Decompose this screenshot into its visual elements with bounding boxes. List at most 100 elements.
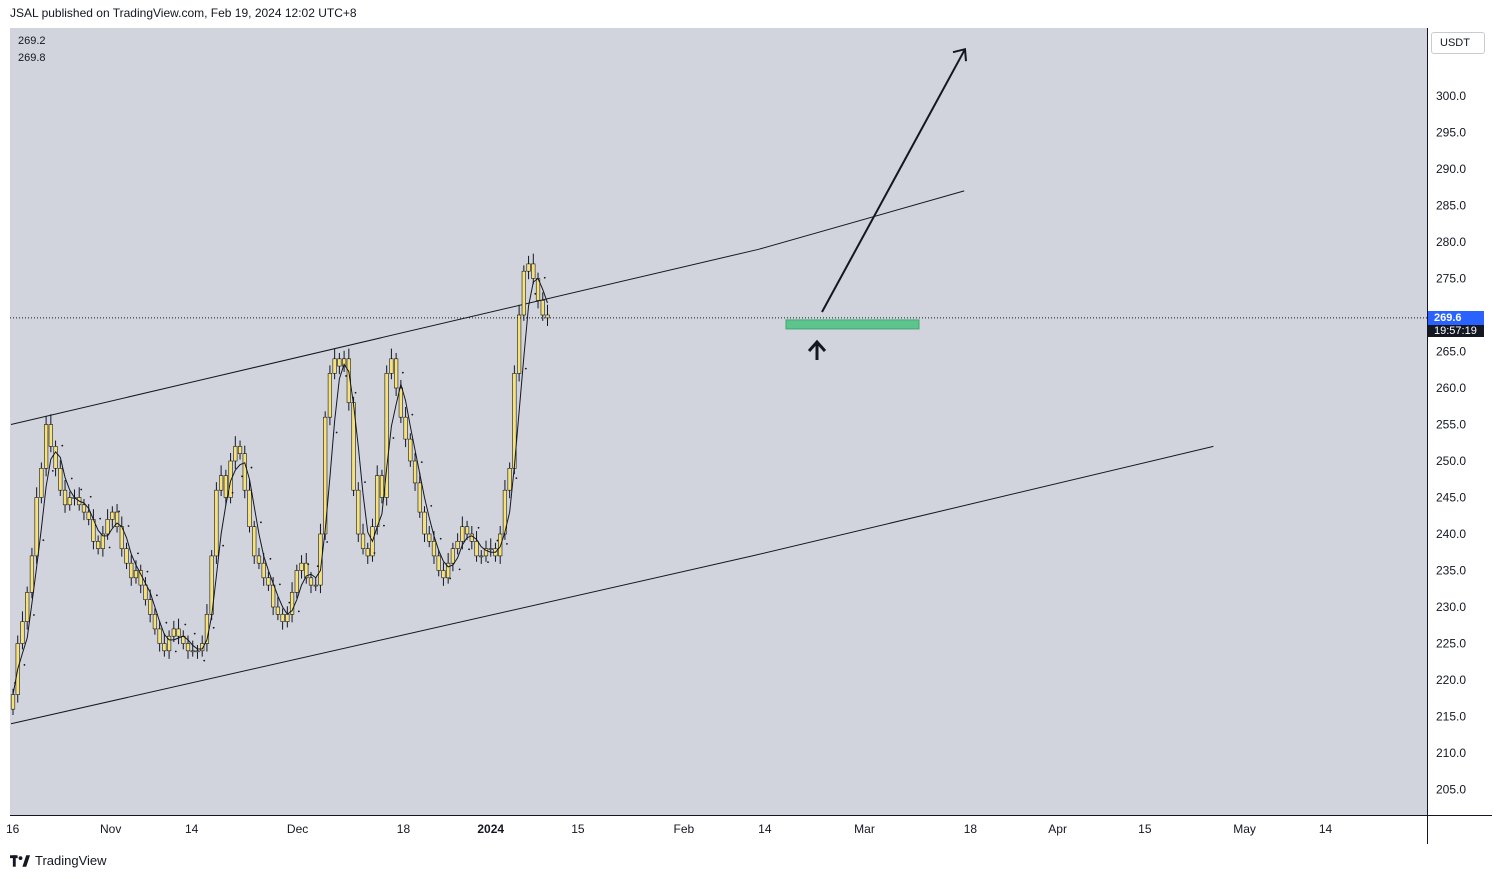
candle-body xyxy=(408,438,413,462)
indicator-dot xyxy=(297,610,300,613)
time-tick-label: 14 xyxy=(185,822,199,836)
indicator-dot xyxy=(430,504,433,507)
candle-body xyxy=(86,511,91,520)
candle-body xyxy=(148,599,153,615)
currency-button[interactable]: USDT xyxy=(1431,32,1485,54)
axis-corner xyxy=(1427,815,1492,844)
indicator-dot xyxy=(156,594,158,597)
last-price-label: 269.6 19:57:19 xyxy=(1428,311,1484,337)
price-tick-label: 210.0 xyxy=(1436,746,1466,760)
candle-body xyxy=(124,548,129,564)
time-axis[interactable] xyxy=(10,815,1427,844)
candle-body xyxy=(502,489,508,535)
candle-body xyxy=(133,570,139,579)
candle-body xyxy=(356,489,361,535)
price-tick-label: 255.0 xyxy=(1436,418,1466,432)
candle-body xyxy=(62,489,68,506)
indicator-dot xyxy=(439,537,442,540)
indicator-dot xyxy=(496,539,499,542)
channel-upper-line xyxy=(10,190,965,425)
price-tick-label: 280.0 xyxy=(1436,235,1466,249)
legend-value-1: 269.2 xyxy=(18,35,46,47)
candle-body xyxy=(34,497,39,557)
candle-body xyxy=(436,555,441,571)
candle-body xyxy=(58,467,63,491)
candle-body xyxy=(318,533,323,586)
plot-area xyxy=(10,47,1427,725)
indicator-dot xyxy=(51,469,54,472)
candle-body xyxy=(25,592,30,622)
indicator-dot xyxy=(269,557,272,560)
candle-body xyxy=(389,358,394,374)
indicator-dot xyxy=(534,292,537,295)
indicator-dot xyxy=(23,664,26,666)
candle-body xyxy=(96,540,101,549)
candle-body xyxy=(304,562,309,579)
indicator-dot xyxy=(137,552,139,555)
candle-body xyxy=(308,577,314,586)
time-tick-label: 2024 xyxy=(477,822,504,836)
candle-body xyxy=(185,643,191,652)
time-tick-label: May xyxy=(1233,822,1256,836)
candle-body xyxy=(223,475,228,498)
candle-body xyxy=(219,475,224,491)
candle-body xyxy=(526,263,531,272)
moving-average-line xyxy=(12,277,548,695)
candle-body xyxy=(152,613,158,630)
time-tick-label: 15 xyxy=(1138,822,1152,836)
footer-brand: TradingView xyxy=(10,853,107,868)
footer-brand-text: TradingView xyxy=(35,853,107,868)
candle-body xyxy=(341,358,347,367)
candle-body xyxy=(379,475,385,498)
candle-body xyxy=(375,475,380,528)
indicator-dot xyxy=(524,367,527,370)
candle-body xyxy=(157,628,162,644)
indicator-dot xyxy=(458,568,461,571)
candle-body xyxy=(412,460,418,484)
candle-body xyxy=(110,511,115,520)
indicator-dot xyxy=(212,626,215,629)
channel-lower-line xyxy=(10,445,1214,725)
candle-body xyxy=(299,562,304,571)
last-price-value: 269.6 xyxy=(1428,311,1484,325)
candle-body xyxy=(498,533,503,557)
candle-body xyxy=(464,526,470,535)
indicator-dot xyxy=(335,431,338,434)
candle-body xyxy=(44,424,49,469)
chart-pane[interactable] xyxy=(10,28,1427,815)
candle-body xyxy=(252,526,257,557)
candle-body xyxy=(53,446,58,469)
time-tick-label: Mar xyxy=(854,822,875,836)
indicator-dot xyxy=(515,477,518,480)
price-tick-label: 265.0 xyxy=(1436,345,1466,359)
candle-body xyxy=(176,628,181,637)
indicator-dot xyxy=(326,541,329,543)
candle-body xyxy=(200,643,205,652)
price-tick-label: 225.0 xyxy=(1436,637,1466,651)
candle-body xyxy=(488,548,493,550)
candle-body xyxy=(403,416,408,440)
price-tick-label: 290.0 xyxy=(1436,162,1466,176)
price-tick-label: 245.0 xyxy=(1436,491,1466,505)
indicator-dot xyxy=(487,561,489,564)
indicator-dot xyxy=(89,495,92,498)
indicator-dot xyxy=(288,601,291,604)
candle-body xyxy=(469,533,474,542)
price-tick-label: 230.0 xyxy=(1436,600,1466,614)
price-tick-label: 275.0 xyxy=(1436,272,1466,286)
price-tick-label: 250.0 xyxy=(1436,454,1466,468)
candle-body xyxy=(271,584,276,608)
price-tick-label: 295.0 xyxy=(1436,126,1466,140)
indicator-dot xyxy=(411,413,414,416)
time-tick-label: Dec xyxy=(287,822,308,836)
candle-body xyxy=(474,540,479,557)
candle-body xyxy=(100,533,105,549)
candle-body xyxy=(455,540,460,549)
candle-body xyxy=(266,577,271,586)
candle-body xyxy=(29,555,35,593)
price-tick-label: 205.0 xyxy=(1436,783,1466,797)
price-axis[interactable] xyxy=(1427,28,1492,815)
up-arrow-head xyxy=(807,339,827,352)
indicator-dot xyxy=(278,583,281,586)
